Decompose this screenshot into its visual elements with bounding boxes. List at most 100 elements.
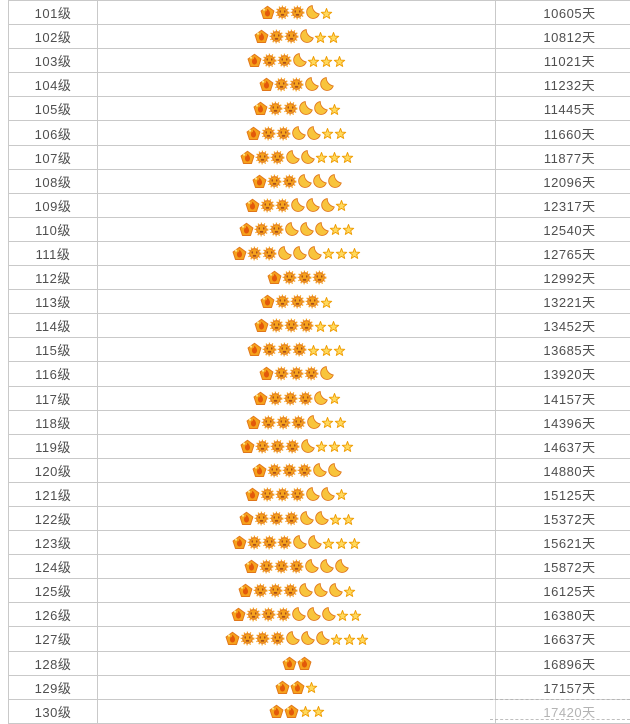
moon-icon xyxy=(298,101,313,116)
table-row: 111级 12765天 xyxy=(9,241,630,267)
days-cell: 12765天 xyxy=(543,246,596,262)
level-icons-cell xyxy=(98,121,496,145)
level-days-table: 101级 10605天 102级 10812天 103级 11021天 104级… xyxy=(8,0,630,724)
moon-icon xyxy=(306,607,321,622)
level-icons-cell xyxy=(98,506,496,531)
crown-icon xyxy=(275,680,290,695)
level-cell: 111级 xyxy=(9,241,98,266)
moon-icon xyxy=(300,631,315,646)
star-icon xyxy=(329,223,342,236)
sun-icon xyxy=(247,246,262,261)
sun-icon xyxy=(290,5,305,20)
star-icon xyxy=(341,151,354,164)
crown-icon xyxy=(269,704,284,719)
days-cell: 12540天 xyxy=(543,222,596,238)
star-icon xyxy=(320,55,333,68)
sun-icon xyxy=(282,463,297,478)
days-cell: 14396天 xyxy=(543,415,596,431)
sun-icon xyxy=(268,101,283,116)
moon-icon xyxy=(291,126,306,141)
moon-icon xyxy=(334,559,349,574)
star-icon xyxy=(321,127,334,140)
sun-icon xyxy=(255,439,270,454)
crown-icon xyxy=(282,656,297,671)
sun-icon xyxy=(289,77,304,92)
table-row: 107级 11877天 xyxy=(9,145,630,170)
sun-icon xyxy=(261,126,276,141)
days-cell: 10812天 xyxy=(543,30,596,46)
level-cell: 115级 xyxy=(9,338,98,362)
star-icon xyxy=(315,151,328,164)
sun-icon xyxy=(283,391,298,406)
level-cell: 105级 xyxy=(9,97,98,121)
star-icon xyxy=(335,247,348,260)
crown-icon xyxy=(246,415,261,430)
level-cell: 106级 xyxy=(9,121,98,145)
sun-icon xyxy=(277,53,292,68)
moon-icon xyxy=(306,415,321,430)
level-cell: 122级 xyxy=(9,506,98,531)
table-row: 101级 10605天 xyxy=(9,1,630,26)
crown-icon xyxy=(239,222,254,237)
sun-icon xyxy=(269,511,284,526)
moon-icon xyxy=(292,53,307,68)
moon-icon xyxy=(315,631,330,646)
sun-icon xyxy=(277,535,292,550)
moon-icon xyxy=(313,101,328,116)
moon-icon xyxy=(319,559,334,574)
level-icons-cell xyxy=(98,603,496,627)
level-cell: 118级 xyxy=(9,410,98,434)
star-icon xyxy=(314,31,327,44)
sun-icon xyxy=(269,222,284,237)
days-cell: 15872天 xyxy=(543,560,596,576)
sun-icon xyxy=(247,535,262,550)
level-cell: 130级 xyxy=(9,699,98,723)
moon-icon xyxy=(307,535,322,550)
sun-icon xyxy=(270,631,285,646)
days-cell: 13685天 xyxy=(543,343,596,359)
level-cell: 117级 xyxy=(9,386,98,410)
star-icon xyxy=(315,440,328,453)
sun-icon xyxy=(285,439,300,454)
crown-icon xyxy=(259,77,274,92)
level-cell: 103级 xyxy=(9,49,98,73)
moon-icon xyxy=(305,487,320,502)
star-icon xyxy=(305,681,318,694)
table-row: 118级 14396天 xyxy=(9,410,630,435)
sun-icon xyxy=(274,366,289,381)
days-cell: 11021天 xyxy=(543,54,596,70)
level-icons-cell xyxy=(98,410,496,434)
star-icon xyxy=(328,151,341,164)
moon-icon xyxy=(314,511,329,526)
table-row: 105级 11445天 xyxy=(9,97,630,122)
level-cell: 128级 xyxy=(9,651,98,675)
level-icons-cell xyxy=(98,49,496,73)
moon-icon xyxy=(312,174,327,189)
days-cell: 15621天 xyxy=(543,536,596,552)
level-icons-cell xyxy=(98,290,496,314)
sun-icon xyxy=(267,463,282,478)
sun-icon xyxy=(284,511,299,526)
sun-icon xyxy=(277,342,292,357)
days-cell: 11445天 xyxy=(543,102,596,118)
sun-icon xyxy=(275,487,290,502)
moon-icon xyxy=(319,366,334,381)
level-icons-cell xyxy=(98,241,496,266)
level-cell: 119级 xyxy=(9,434,98,458)
level-cell: 109级 xyxy=(9,193,98,217)
moon-icon xyxy=(314,222,329,237)
sun-icon xyxy=(275,294,290,309)
days-cell: 17157天 xyxy=(543,680,596,696)
star-icon xyxy=(349,609,362,622)
days-cell: 14880天 xyxy=(543,463,596,479)
level-cell: 101级 xyxy=(9,1,98,25)
level-cell: 127级 xyxy=(9,627,98,651)
sun-icon xyxy=(270,439,285,454)
moon-icon xyxy=(305,5,320,20)
crown-icon xyxy=(231,607,246,622)
crown-icon xyxy=(297,656,312,671)
level-icons-cell xyxy=(98,579,496,603)
level-cell: 110级 xyxy=(9,217,98,241)
table-row: 115级 13685天 xyxy=(9,338,630,363)
moon-icon xyxy=(284,222,299,237)
